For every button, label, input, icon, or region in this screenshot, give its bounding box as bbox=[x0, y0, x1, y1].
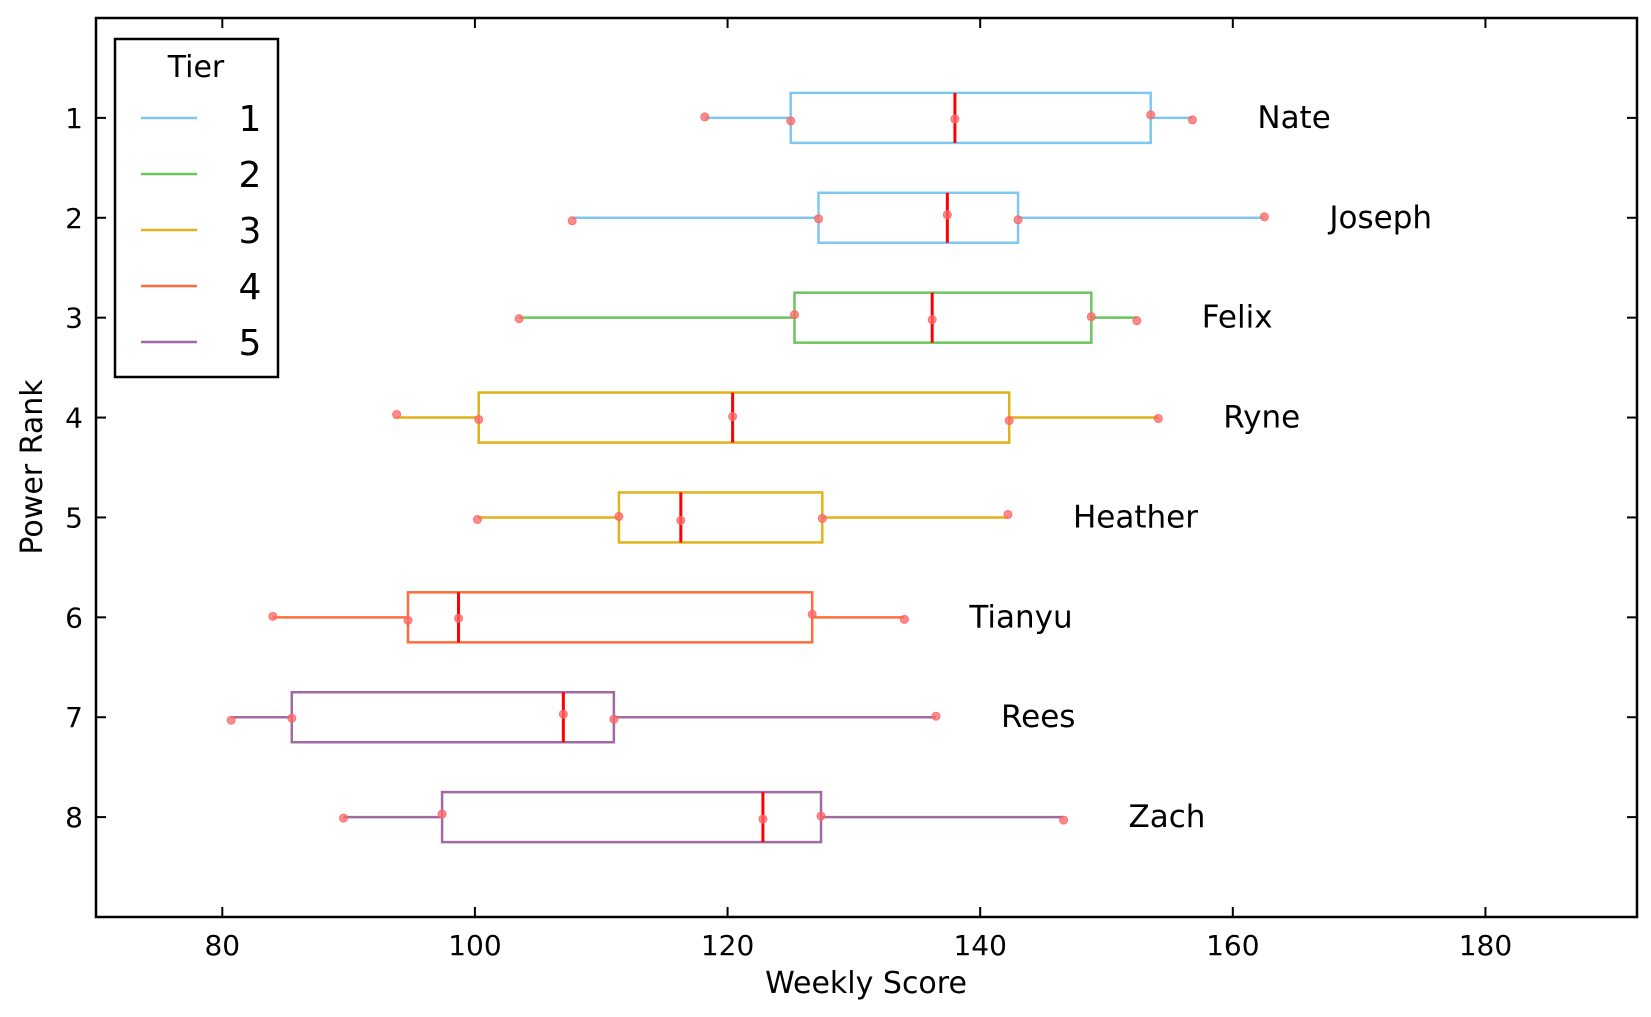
axes: 80 100 120 140 160 180 1 2 3 4 5 6 7 8 bbox=[65, 18, 1637, 962]
data-point bbox=[1086, 312, 1096, 322]
name-label-nate: Nate bbox=[1257, 100, 1330, 136]
data-point bbox=[942, 210, 952, 220]
plot-area: Nate Joseph Felix Ryne Heather Tianyu Rees Zach bbox=[226, 91, 1432, 844]
x-tick-label: 140 bbox=[953, 929, 1006, 962]
data-point bbox=[392, 410, 402, 420]
x-axis-title: Weekly Score bbox=[765, 966, 967, 1001]
name-label-joseph: Joseph bbox=[1327, 200, 1432, 236]
legend-label-tier-1: 1 bbox=[239, 99, 262, 140]
iqr-box bbox=[617, 491, 824, 544]
name-label-heather: Heather bbox=[1073, 499, 1198, 535]
legend: Tier 1 2 3 4 5 bbox=[113, 37, 280, 379]
data-point bbox=[1059, 815, 1069, 825]
legend-label-tier-3: 3 bbox=[239, 211, 262, 252]
legend-title: Tier bbox=[167, 50, 225, 85]
data-point bbox=[1187, 115, 1197, 125]
box-tianyu: Tianyu bbox=[268, 591, 1073, 644]
y-tick-label: 2 bbox=[65, 202, 83, 235]
name-label-rees: Rees bbox=[1001, 699, 1075, 735]
data-point bbox=[758, 814, 768, 824]
data-point bbox=[1004, 416, 1014, 426]
name-label-zach: Zach bbox=[1129, 799, 1206, 835]
data-point bbox=[1132, 316, 1142, 326]
data-point bbox=[514, 314, 524, 324]
data-point bbox=[807, 609, 817, 619]
data-point bbox=[1259, 212, 1269, 222]
legend-label-tier-5: 5 bbox=[239, 323, 262, 364]
data-point bbox=[287, 713, 297, 723]
data-point bbox=[567, 216, 577, 226]
iqr-box bbox=[793, 291, 1093, 344]
iqr-box bbox=[477, 391, 1011, 444]
plot-frame bbox=[94, 16, 1639, 919]
data-point bbox=[454, 613, 464, 623]
legend-label-tier-2: 2 bbox=[239, 155, 262, 196]
data-point bbox=[226, 715, 236, 725]
x-tick-label: 120 bbox=[701, 929, 754, 962]
box-nate: Nate bbox=[700, 91, 1331, 145]
data-point bbox=[614, 511, 624, 521]
box-heather: Heather bbox=[472, 491, 1198, 544]
y-tick-label: 3 bbox=[65, 302, 83, 335]
y-tick-label: 1 bbox=[65, 102, 83, 135]
data-point bbox=[609, 714, 619, 724]
box-zach: Zach bbox=[339, 790, 1206, 844]
name-label-felix: Felix bbox=[1202, 300, 1273, 336]
y-tick-label: 8 bbox=[65, 801, 83, 834]
y-tick-label: 6 bbox=[65, 601, 83, 634]
y-tick-label: 7 bbox=[65, 701, 83, 734]
name-label-tianyu: Tianyu bbox=[968, 599, 1072, 635]
data-point bbox=[927, 315, 937, 325]
legend-box bbox=[113, 37, 280, 379]
data-point bbox=[700, 112, 710, 122]
data-point bbox=[814, 214, 824, 224]
data-point bbox=[1003, 509, 1013, 519]
box-ryne: Ryne bbox=[392, 391, 1300, 444]
name-label-ryne: Ryne bbox=[1223, 400, 1300, 436]
data-point bbox=[817, 513, 827, 523]
data-point bbox=[1146, 110, 1156, 120]
data-point bbox=[1153, 414, 1163, 424]
box-rees: Rees bbox=[226, 690, 1075, 744]
x-tick-label: 160 bbox=[1206, 929, 1259, 962]
data-point bbox=[816, 811, 826, 821]
iqr-box bbox=[817, 191, 1020, 245]
x-tick-label: 80 bbox=[204, 929, 240, 962]
data-point bbox=[950, 114, 960, 124]
x-tick-label: 180 bbox=[1459, 929, 1512, 962]
data-point bbox=[268, 611, 278, 621]
y-tick-label: 5 bbox=[65, 501, 83, 534]
data-point bbox=[474, 415, 484, 425]
box-joseph: Joseph bbox=[567, 191, 1432, 245]
data-point bbox=[472, 514, 482, 524]
x-tick-label: 100 bbox=[448, 929, 501, 962]
iqr-box bbox=[789, 91, 1152, 145]
data-point bbox=[558, 709, 568, 719]
y-tick-label: 4 bbox=[65, 402, 83, 435]
data-point bbox=[728, 412, 738, 422]
y-axis-title: Power Rank bbox=[15, 379, 50, 555]
data-point bbox=[339, 813, 349, 823]
data-point bbox=[899, 614, 909, 624]
data-point bbox=[1013, 215, 1023, 225]
data-point bbox=[437, 809, 447, 819]
data-point bbox=[931, 711, 941, 721]
data-point bbox=[403, 615, 413, 625]
data-point bbox=[790, 310, 800, 320]
legend-label-tier-4: 4 bbox=[239, 267, 262, 308]
box-felix: Felix bbox=[514, 291, 1273, 344]
data-point bbox=[676, 515, 686, 525]
iqr-box bbox=[406, 591, 814, 644]
data-point bbox=[786, 116, 796, 126]
